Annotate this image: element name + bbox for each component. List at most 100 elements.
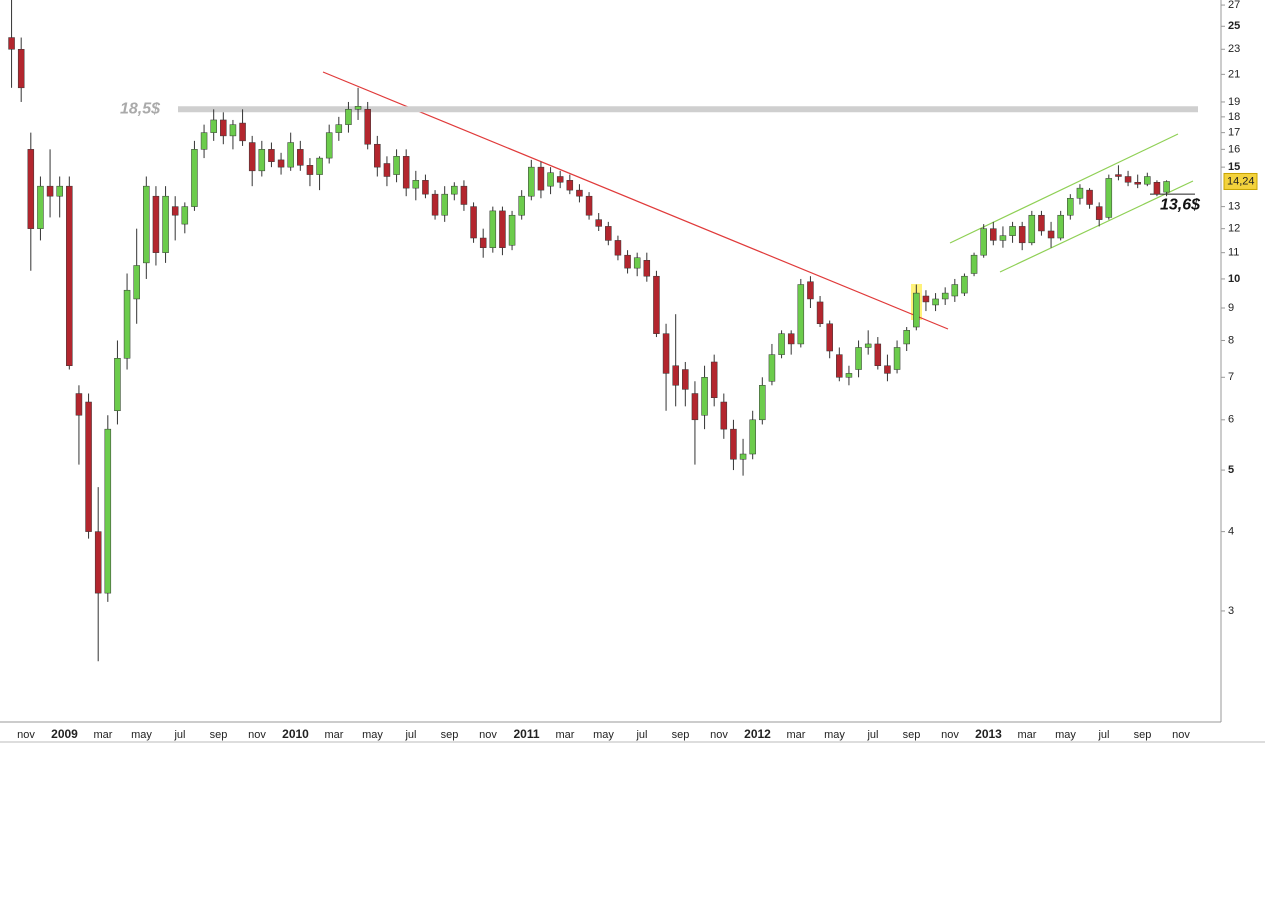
- x-tick-label: may: [824, 729, 845, 741]
- x-tick-label: nov: [479, 729, 497, 741]
- candle-body: [1144, 176, 1151, 185]
- x-tick-label: 2009: [51, 727, 78, 741]
- x-tick-label: 2010: [282, 727, 309, 741]
- candle-body: [653, 275, 660, 334]
- candle-body: [85, 401, 92, 532]
- y-tick-label: 9: [1228, 302, 1234, 314]
- candle-body: [412, 180, 420, 189]
- y-tick-label: 25: [1228, 20, 1240, 32]
- candle-body: [191, 149, 198, 207]
- candle-body: [855, 347, 862, 370]
- trend-line: [999, 180, 1194, 273]
- x-tick-label: nov: [710, 729, 728, 741]
- candle-body: [171, 206, 179, 216]
- y-tick-label: 17: [1228, 127, 1240, 139]
- candle-body: [1086, 189, 1093, 205]
- candle-body: [277, 159, 285, 168]
- candle-body: [720, 401, 728, 430]
- y-tick-label: 23: [1228, 43, 1240, 55]
- y-tick-label: 4: [1228, 526, 1234, 538]
- annotation: 18,5$: [120, 101, 161, 118]
- candle-body: [306, 165, 314, 175]
- candle-body: [268, 149, 275, 162]
- candle-body: [1067, 197, 1074, 216]
- candle-body: [643, 260, 651, 277]
- candle-body: [528, 166, 535, 197]
- candle-body: [1115, 174, 1122, 177]
- candle-body: [479, 237, 487, 248]
- annotation: 13,6$: [1160, 196, 1201, 213]
- x-tick-label: jul: [173, 729, 185, 741]
- candle-body: [1047, 230, 1055, 239]
- candle-body: [556, 176, 564, 183]
- x-tick-label: 2011: [513, 727, 539, 741]
- candle-body: [220, 119, 227, 137]
- y-tick-label: 8: [1228, 334, 1234, 346]
- candle-body: [941, 292, 949, 300]
- candle-body: [335, 124, 343, 133]
- candle-body: [316, 157, 323, 175]
- candle-body: [489, 210, 497, 248]
- candle-body: [826, 323, 833, 352]
- x-tick-label: 2012: [744, 727, 771, 741]
- candle-body: [913, 292, 920, 328]
- candle-body: [200, 132, 208, 150]
- candle-body: [499, 210, 506, 248]
- candle-body: [884, 365, 891, 374]
- x-tick-label: sep: [441, 729, 459, 741]
- candle-body: [778, 333, 785, 355]
- candle-body: [605, 226, 612, 241]
- x-tick-label: mar: [325, 729, 344, 741]
- candle-body: [210, 119, 217, 133]
- candle-body: [75, 393, 83, 416]
- candle-body: [46, 185, 54, 197]
- candle-body: [133, 265, 140, 300]
- candle-body: [508, 214, 516, 246]
- y-tick-label: 11: [1228, 247, 1239, 259]
- candle-body: [451, 185, 458, 195]
- candle-body: [1038, 214, 1045, 232]
- candle-body: [932, 298, 939, 306]
- x-tick-label: sep: [210, 729, 228, 741]
- candle-body: [893, 347, 901, 370]
- candle-body: [56, 185, 63, 197]
- candle-body: [845, 373, 853, 378]
- y-tick-label: 3: [1228, 605, 1234, 617]
- candle-body: [239, 122, 246, 142]
- candle-body: [999, 235, 1007, 241]
- x-tick-label: may: [593, 729, 614, 741]
- x-tick-label: nov: [1172, 729, 1190, 741]
- candle-body: [383, 163, 391, 177]
- candle-body: [1134, 182, 1141, 185]
- x-tick-label: jul: [635, 729, 647, 741]
- y-tick-label: 18: [1228, 111, 1240, 123]
- x-tick-label: mar: [1018, 729, 1037, 741]
- candle-body: [248, 142, 256, 172]
- candle-body: [431, 193, 439, 216]
- candle-body: [864, 343, 872, 348]
- candle-body: [980, 228, 987, 256]
- x-tick-label: nov: [17, 729, 35, 741]
- candle-body: [143, 185, 150, 264]
- candle-body: [152, 195, 160, 253]
- candle-body: [1076, 187, 1084, 199]
- candle-body: [633, 257, 641, 269]
- y-tick-label: 7: [1228, 371, 1234, 383]
- candle-body: [730, 428, 737, 460]
- candle-body: [836, 354, 843, 378]
- candle-body: [797, 284, 805, 345]
- x-tick-label: may: [131, 729, 152, 741]
- candle-body: [460, 185, 468, 205]
- candle-body: [614, 240, 622, 256]
- candle-body: [229, 124, 237, 137]
- y-tick-label: 13: [1228, 201, 1240, 213]
- x-tick-label: 2013: [975, 727, 1002, 741]
- candle-body: [990, 228, 997, 241]
- candle-body: [691, 393, 699, 421]
- candle-body: [1009, 226, 1016, 236]
- candle-body: [787, 333, 795, 345]
- candle-body: [662, 333, 670, 374]
- candle-body: [951, 284, 959, 297]
